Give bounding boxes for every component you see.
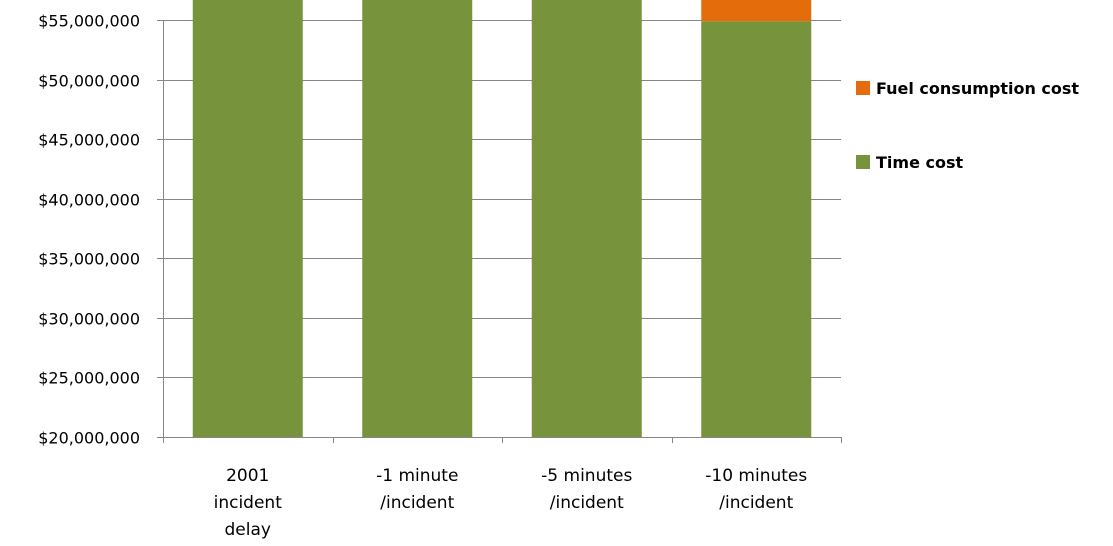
y-tick-label: $25,000,000 xyxy=(38,369,140,388)
y-tick-label: $35,000,000 xyxy=(38,250,140,269)
bar-time-cost xyxy=(531,0,642,437)
y-tick-label: $30,000,000 xyxy=(38,310,140,329)
legend-label: Fuel consumption cost xyxy=(876,79,1079,98)
axes xyxy=(157,20,842,443)
x-category-label: -10 minutes/incident xyxy=(705,466,807,513)
legend-item: Fuel consumption cost xyxy=(856,79,1079,98)
bar-fuel-consumption-cost xyxy=(701,0,812,22)
y-tick-label: $40,000,000 xyxy=(38,191,140,210)
bar-time-cost xyxy=(362,0,473,437)
y-axis-tick-labels: $20,000,000 $25,000,000 $30,000,000 $35,000… xyxy=(38,12,140,448)
legend-label: Time cost xyxy=(876,153,963,172)
x-category-label: -1 minute/incident xyxy=(376,466,458,513)
y-tick-label: $55,000,000 xyxy=(38,12,140,31)
y-tick-label: $20,000,000 xyxy=(38,429,140,448)
bar-time-cost xyxy=(192,0,303,437)
x-category-label: -5 minutes/incident xyxy=(541,466,632,513)
bar-time-cost xyxy=(701,21,812,437)
legend-item: Time cost xyxy=(856,153,963,172)
x-axis-category-labels: 2001 incident delay -1 minute/incident -5 mi… xyxy=(214,466,808,540)
y-tick-label: $45,000,000 xyxy=(38,131,140,150)
legend: Fuel consumption cost Time cost xyxy=(856,79,1079,172)
legend-swatch xyxy=(856,81,870,95)
legend-swatch xyxy=(856,155,870,169)
y-tick-label: $50,000,000 xyxy=(38,72,140,91)
bars xyxy=(192,0,812,437)
x-category-label: 2001 incident delay xyxy=(214,466,283,540)
